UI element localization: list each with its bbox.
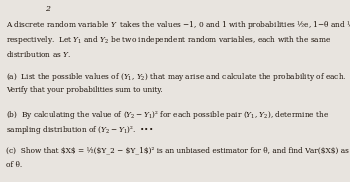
Text: (c)  Show that $X$ = ½($Y_2 − $Y_1$)² is an unbiased estimator for θ, and find V: (c) Show that $X$ = ½($Y_2 − $Y_1$)² is … xyxy=(6,146,350,154)
Text: 2: 2 xyxy=(45,5,50,13)
Text: distribution as $Y$.: distribution as $Y$. xyxy=(6,49,71,59)
Text: sampling distribution of ($Y_2 - Y_1$)².  •••: sampling distribution of ($Y_2 - Y_1$)².… xyxy=(6,124,154,136)
Text: A discrete random variable $Y$  takes the values −1, 0 and 1 with probabilities : A discrete random variable $Y$ takes the… xyxy=(6,19,350,31)
Text: (a)  List the possible values of ($Y_1$, $Y_2$) that may arise and calculate the: (a) List the possible values of ($Y_1$, … xyxy=(6,71,347,83)
Text: of θ.: of θ. xyxy=(6,161,22,169)
Text: (b)  By calculating the value of ($Y_2 - Y_1$)² for each possible pair ($Y_1$, $: (b) By calculating the value of ($Y_2 - … xyxy=(6,109,330,121)
Text: respectively.  Let $Y_1$ and $Y_2$ be two independent random variables, each wit: respectively. Let $Y_1$ and $Y_2$ be two… xyxy=(6,34,332,46)
Text: Verify that your probabilities sum to unity.: Verify that your probabilities sum to un… xyxy=(6,86,163,94)
